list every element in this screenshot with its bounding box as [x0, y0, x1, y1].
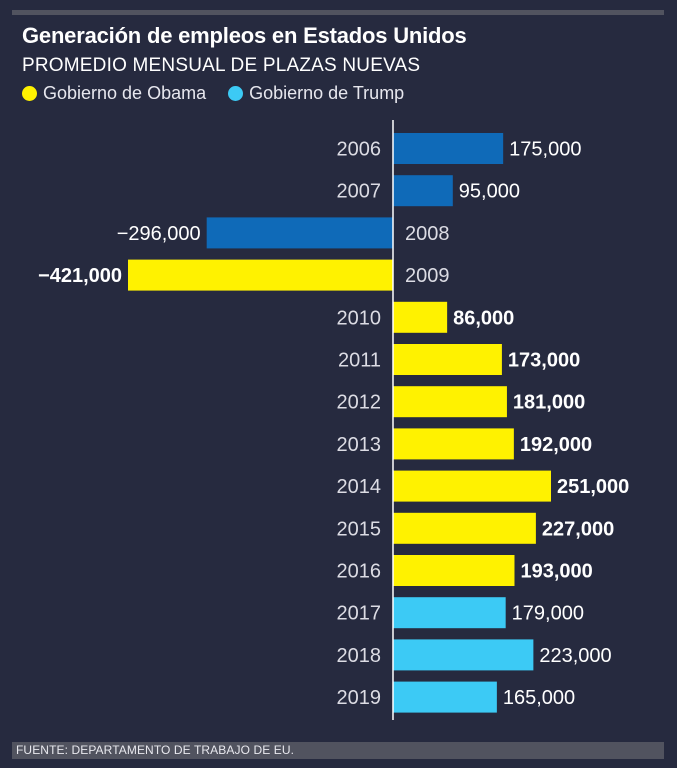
bar-2009	[128, 259, 393, 291]
legend: Gobierno de Obama Gobierno de Trump	[22, 83, 426, 104]
source-note: FUENTE: DEPARTAMENTO DE TRABAJO DE EU.	[16, 743, 295, 757]
footer-bar: FUENTE: DEPARTAMENTO DE TRABAJO DE EU.	[12, 742, 664, 759]
value-label-2011: 173,000	[508, 350, 580, 372]
year-label-2010: 2010	[337, 307, 382, 329]
year-label-2019: 2019	[337, 687, 382, 709]
year-label-2013: 2013	[337, 434, 382, 456]
bar-2013	[393, 428, 514, 460]
value-label-2010: 86,000	[453, 307, 514, 329]
legend-dot-obama-icon	[22, 86, 37, 101]
year-label-2016: 2016	[337, 561, 382, 583]
legend-label-trump: Gobierno de Trump	[249, 83, 405, 103]
bar-2017	[393, 597, 506, 629]
value-label-2015: 227,000	[542, 518, 614, 540]
legend-dot-trump-icon	[228, 86, 244, 101]
bar-2007	[393, 175, 453, 207]
bar-2018	[393, 639, 534, 671]
year-label-2018: 2018	[337, 645, 382, 667]
value-label-2019: 165,000	[503, 687, 575, 709]
value-label-2007: 95,000	[459, 181, 520, 203]
bar-2014	[393, 470, 551, 502]
value-label-2008: −296,000	[117, 223, 201, 245]
value-label-2017: 179,000	[512, 603, 584, 625]
legend-item-trump: Gobierno de Trump	[228, 83, 404, 104]
value-label-2013: 192,000	[520, 434, 592, 456]
top-rule	[12, 10, 664, 15]
year-label-2011: 2011	[338, 350, 381, 372]
bar-chart: 2006 175,000 2007 95,000 2008 −296,000 2009 −42…	[38, 120, 629, 720]
value-label-2012: 181,000	[513, 392, 585, 414]
chart-subtitle: PROMEDIO MENSUAL DE PLAZAS NUEVAS	[22, 55, 421, 76]
year-label-2012: 2012	[337, 392, 382, 414]
year-label-2006: 2006	[337, 139, 382, 161]
bar-2010	[393, 301, 448, 333]
year-label-2008: 2008	[405, 223, 450, 245]
year-label-2015: 2015	[337, 518, 382, 540]
bar-2019	[393, 681, 497, 713]
legend-label-obama: Gobierno de Obama	[43, 83, 207, 103]
value-label-2016: 193,000	[520, 561, 592, 583]
value-label-2006: 175,000	[509, 139, 581, 161]
year-label-2014: 2014	[337, 476, 382, 498]
year-label-2009: 2009	[405, 265, 450, 287]
bar-2011	[393, 344, 502, 375]
chart-title: Generación de empleos en Estados Unidos	[22, 23, 467, 48]
year-label-2017: 2017	[337, 603, 382, 625]
bar-2006	[393, 133, 504, 164]
value-label-2018: 223,000	[539, 645, 611, 667]
bar-2016	[393, 555, 515, 586]
value-label-2014: 251,000	[557, 476, 629, 498]
value-label-2009: −421,000	[38, 265, 122, 287]
legend-item-obama: Gobierno de Obama	[22, 83, 206, 104]
bar-2012	[393, 386, 507, 418]
year-label-2007: 2007	[337, 181, 382, 203]
bar-2015	[393, 512, 536, 544]
bar-2008	[206, 217, 393, 249]
